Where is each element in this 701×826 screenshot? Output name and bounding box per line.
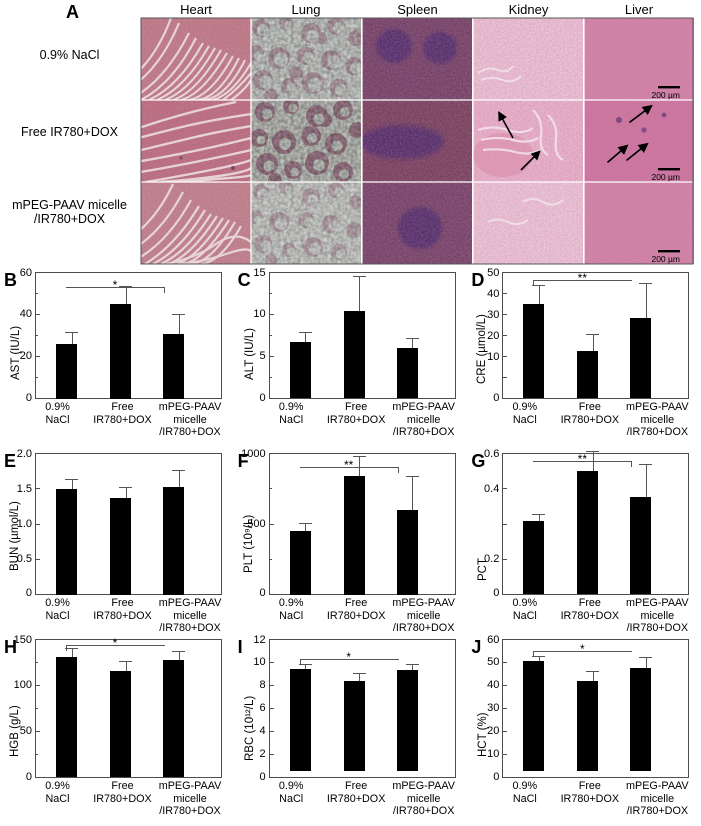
svg-text:200 µm: 200 µm bbox=[651, 254, 680, 264]
svg-text:200 µm: 200 µm bbox=[651, 172, 680, 182]
svg-text:200 µm: 200 µm bbox=[651, 90, 680, 100]
